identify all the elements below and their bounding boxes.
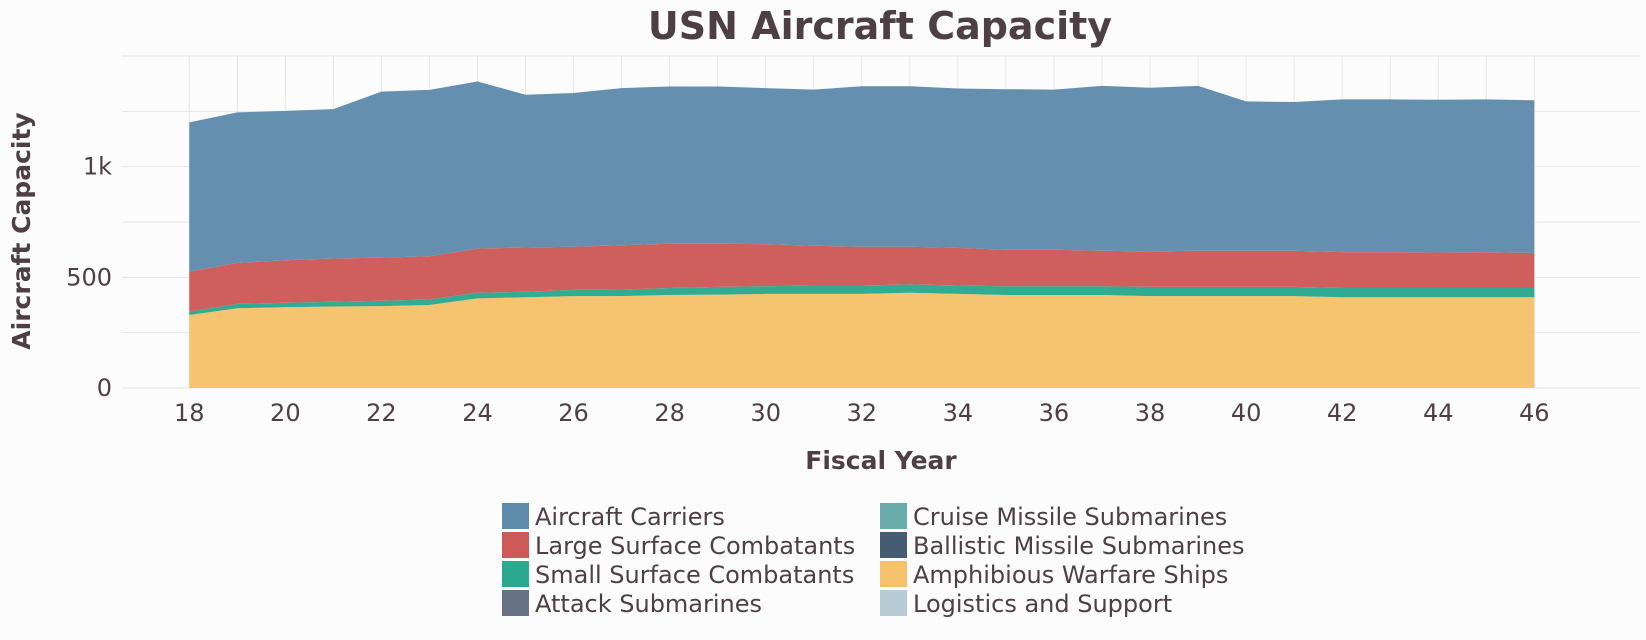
legend-swatch bbox=[880, 561, 907, 587]
legend-label: Logistics and Support bbox=[913, 590, 1172, 618]
area-small-surface-combatants bbox=[189, 284, 1535, 315]
x-tick-label: 26 bbox=[558, 399, 589, 427]
area-large-surface-combatants bbox=[189, 243, 1535, 312]
y-tick-label: 500 bbox=[66, 263, 112, 291]
x-tick-label: 18 bbox=[174, 399, 205, 427]
x-tick-label: 44 bbox=[1423, 399, 1454, 427]
legend-swatch bbox=[502, 561, 529, 587]
legend-label: Attack Submarines bbox=[535, 590, 762, 618]
x-tick-label: 20 bbox=[270, 399, 301, 427]
x-tick-label: 28 bbox=[654, 399, 685, 427]
legend-label: Cruise Missile Submarines bbox=[913, 503, 1227, 531]
y-tick-label: 1k bbox=[83, 153, 112, 181]
legend-swatch bbox=[502, 532, 529, 558]
x-tick-label: 38 bbox=[1135, 399, 1166, 427]
x-tick-label: 32 bbox=[847, 399, 878, 427]
legend-item-amphibious-warfare-ships: Amphibious Warfare Ships bbox=[880, 561, 1228, 589]
legend-item-large-surface-combatants: Large Surface Combatants bbox=[502, 532, 855, 560]
x-axis-ticks: 18 20 22 24 26 28 30 32 34 36 38 40 42 44 46 bbox=[174, 399, 1550, 427]
legend-swatch bbox=[880, 503, 907, 529]
legend-swatch bbox=[880, 532, 907, 558]
legend-item-ballistic-missile-submarines: Ballistic Missile Submarines bbox=[880, 532, 1244, 560]
x-tick-label: 46 bbox=[1519, 399, 1550, 427]
x-tick-label: 36 bbox=[1039, 399, 1070, 427]
chart-title: USN Aircraft Capacity bbox=[648, 4, 1112, 48]
legend-item-logistics-and-support: Logistics and Support bbox=[880, 590, 1172, 618]
area-amphibious-warfare-ships bbox=[189, 292, 1535, 388]
plot-area bbox=[189, 81, 1535, 388]
legend-swatch bbox=[502, 503, 529, 529]
x-tick-label: 30 bbox=[750, 399, 781, 427]
legend-item-small-surface-combatants: Small Surface Combatants bbox=[502, 561, 854, 589]
x-tick-label: 42 bbox=[1327, 399, 1358, 427]
legend-label: Small Surface Combatants bbox=[535, 561, 854, 589]
legend-item-cruise-missile-submarines: Cruise Missile Submarines bbox=[880, 503, 1227, 531]
x-tick-label: 40 bbox=[1231, 399, 1262, 427]
x-tick-label: 22 bbox=[366, 399, 397, 427]
y-tick-label: 0 bbox=[97, 374, 112, 402]
legend-label: Amphibious Warfare Ships bbox=[913, 561, 1228, 589]
x-tick-label: 34 bbox=[943, 399, 974, 427]
legend-swatch bbox=[880, 590, 907, 616]
y-axis-ticks: 0 500 1k bbox=[66, 153, 112, 402]
legend-label: Large Surface Combatants bbox=[535, 532, 855, 560]
x-axis-title: Fiscal Year bbox=[805, 446, 957, 475]
legend-label: Aircraft Carriers bbox=[535, 503, 725, 531]
legend-item-aircraft-carriers: Aircraft Carriers bbox=[502, 503, 725, 531]
legend-label: Ballistic Missile Submarines bbox=[913, 532, 1244, 560]
legend-swatch bbox=[502, 590, 529, 616]
area-aircraft-carriers bbox=[189, 81, 1535, 272]
x-tick-label: 24 bbox=[462, 399, 493, 427]
legend-item-attack-submarines: Attack Submarines bbox=[502, 590, 762, 618]
y-axis-title: Aircraft Capacity bbox=[7, 112, 36, 349]
